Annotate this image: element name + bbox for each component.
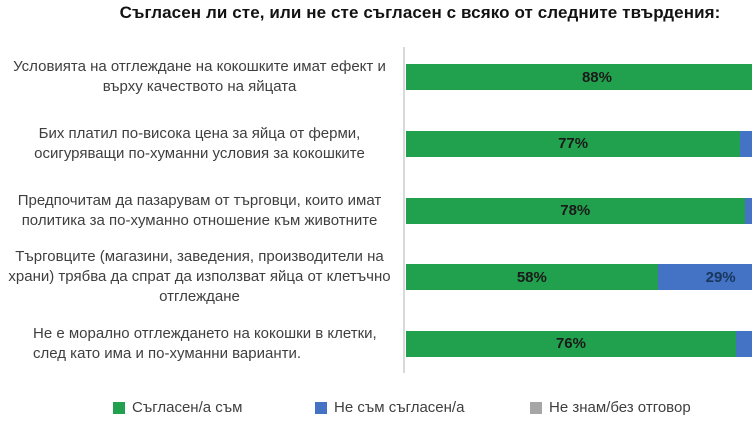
category-label: Условията на отглеждане на кокошките има… [13,58,386,95]
bar-segment-disagree: 29% [657,264,752,290]
category-label: Предпочитам да пазарувам от търговци, ко… [17,191,382,229]
bar-segment-disagree [735,330,752,357]
legend-item: Не знам/без отговор [530,399,691,416]
category-label: Бих платил по-висока цена за яйца от фер… [34,124,365,162]
legend-label: Не знам/без отговор [549,399,691,416]
legend-swatch-icon [315,401,327,414]
bar-stack: 76% [406,330,752,357]
bar-value-label: 76% [555,335,586,352]
legend-item: Съгласен/а съм [113,399,242,416]
bar-value-label: 88% [581,68,612,86]
bar-stack: 58% 29% [406,264,752,290]
bar-segment-agree: 88% [406,64,752,90]
bar-value-label: 78% [560,202,591,219]
bar-segment-disagree [740,130,752,157]
bar-value-label: 58% [516,268,547,286]
bar-value-label: 77% [558,135,589,152]
bar-segment-agree: 76% [406,330,736,357]
bar-segment-agree: 58% [406,264,658,290]
bar-segment-disagree [744,197,752,224]
bar-segment-agree: 78% [406,197,745,224]
legend-swatch-icon [113,401,125,414]
bar-stack: 88% [406,64,752,90]
legend-label: Не съм съгласен/а [334,399,465,416]
legend-label: Съгласен/а съм [132,399,243,416]
legend-item: Не съм съгласен/а [315,399,464,416]
category-label: Търговците (магазини, заведения, произво… [8,248,391,305]
bar-stack: 78% [406,197,752,224]
legend-swatch-icon [530,401,542,414]
bar-segment-agree: 77% [406,130,741,157]
y-axis-line [403,47,405,373]
chart-title: Съгласен ли сте, или не сте съгласен с в… [119,3,721,22]
bar-stack: 77% [406,130,752,157]
category-label: Не е морално отглеждането на кокошки в к… [33,324,377,362]
bar-value-label: 29% [705,268,736,286]
